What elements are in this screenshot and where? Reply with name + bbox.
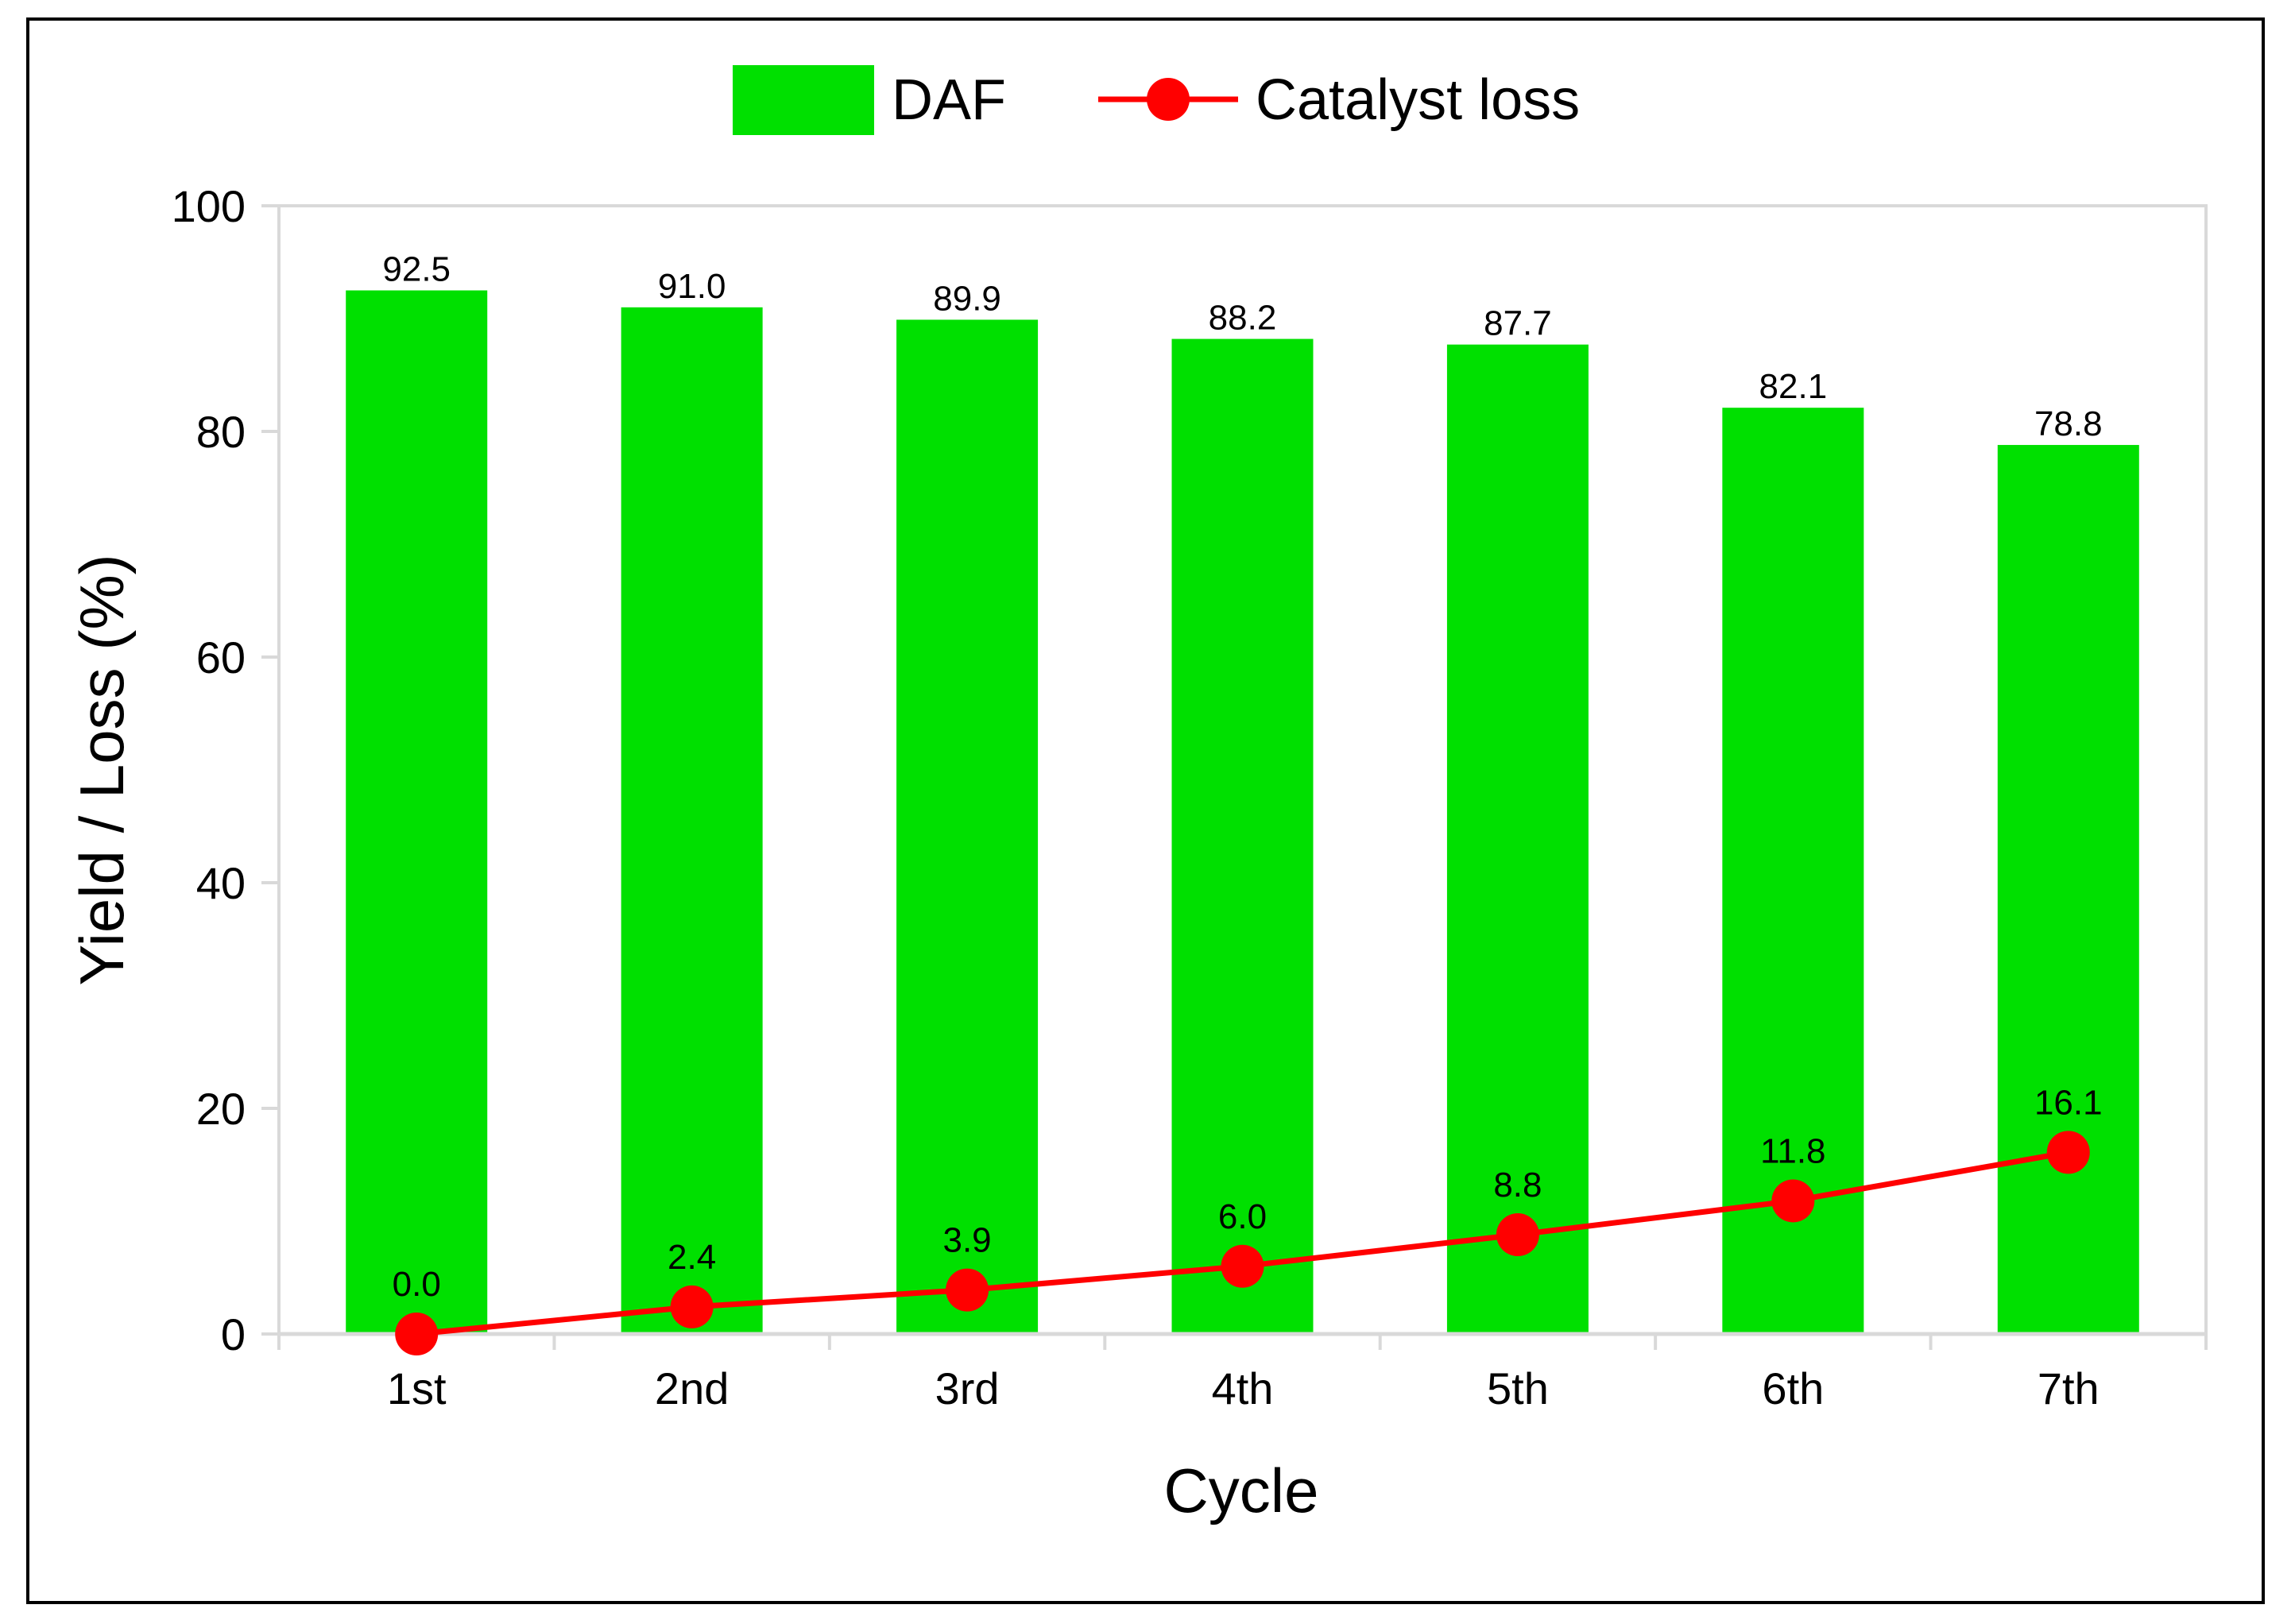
x-tick-label: 3rd [935,1363,1000,1413]
daf-data-label: 82.1 [1759,367,1828,406]
catalyst-loss-data-label: 0.0 [393,1265,441,1304]
x-tick-label: 1st [387,1363,447,1413]
catalyst-loss-data-label: 16.1 [2034,1083,2103,1122]
daf-data-label: 78.8 [2034,404,2103,443]
daf-data-label: 88.2 [1209,299,1277,338]
daf-bars: 92.5 91.0 89.9 88.2 87.7 82.1 78.8 [346,250,2139,1335]
x-tick-label: 7th [2038,1363,2100,1413]
catalyst-loss-point [1771,1179,1815,1223]
legend-catalyst-loss-marker [1147,78,1190,121]
catalyst-loss-point [2046,1131,2090,1174]
daf-data-label: 89.9 [933,279,1001,318]
daf-bar [621,307,763,1334]
catalyst-loss-point [1496,1213,1539,1257]
daf-bar [346,290,488,1334]
y-tick-label: 0 [221,1309,246,1359]
daf-bar [1997,445,2139,1334]
legend-catalyst-loss-label: Catalyst loss [1256,68,1580,132]
x-tick-label: 6th [1762,1363,1824,1413]
catalyst-loss-point [946,1268,989,1312]
daf-data-label: 92.5 [382,250,451,289]
catalyst-loss-data-label: 11.8 [1760,1131,1825,1170]
catalyst-loss-point [395,1313,439,1355]
catalyst-loss-data-label: 3.9 [942,1221,991,1260]
x-axis-title: Cycle [1163,1456,1318,1525]
catalyst-loss-point [670,1285,714,1328]
figure-frame [26,17,2265,1604]
daf-data-label: 91.0 [658,267,726,306]
x-tick-label: 4th [1212,1363,1274,1413]
y-tick-label: 60 [196,632,246,682]
catalyst-loss-data-label: 2.4 [668,1238,716,1277]
x-axis: 1st 2nd 3rd 4th 5th 6th 7th [277,1332,2208,1413]
y-axis-title: Yield / Loss (%) [67,554,137,985]
daf-bar [896,319,1039,1334]
y-tick-label: 100 [172,181,246,231]
catalyst-loss-series: 0.0 2.4 3.9 6.0 8.8 11.8 16.1 [393,1083,2103,1355]
y-tick-label: 20 [196,1084,246,1134]
catalyst-loss-data-label: 6.0 [1218,1197,1267,1236]
x-tick-label: 2nd [655,1363,729,1413]
daf-bar [1446,344,1589,1334]
legend-daf-swatch [733,65,874,135]
y-tick-label: 40 [196,858,246,908]
catalyst-loss-data-label: 8.8 [1493,1166,1542,1204]
legend-daf-label: DAF [892,68,1006,132]
y-axis: 0 20 40 60 80 100 [172,181,279,1359]
daf-data-label: 87.7 [1484,304,1552,343]
x-tick-label: 5th [1487,1363,1549,1413]
catalyst-loss-point [1221,1244,1264,1288]
legend: DAF Catalyst loss [733,65,1580,135]
daf-bar [1171,338,1314,1334]
y-tick-label: 80 [196,407,246,457]
